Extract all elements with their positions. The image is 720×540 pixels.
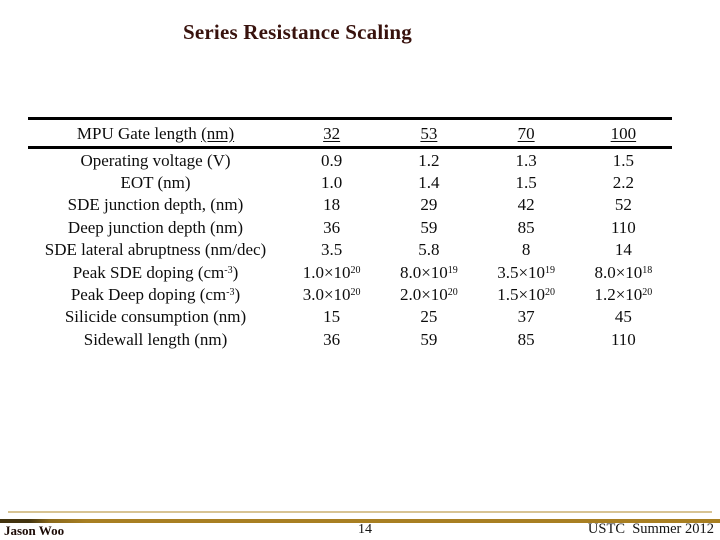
cell-value: 0.9 (321, 150, 343, 170)
series-resistance-scaling-table: MPU Gate length (nm) 32 53 70 100 Operating v… (28, 117, 672, 351)
slide-title: Series Resistance Scaling (183, 20, 412, 44)
cell-value: 85 (517, 217, 535, 237)
cell-value: 1.5×1020 (497, 285, 556, 305)
cell-value: 1.3 (515, 150, 537, 170)
cell-value: 3.5 (321, 240, 343, 260)
cell-value: 100 (610, 123, 637, 143)
cell-value: 2.0×1020 (399, 285, 458, 305)
cell-value: 1.2 (418, 150, 440, 170)
cell-value: 52 (614, 195, 632, 215)
cell-value: 3.5×1019 (497, 262, 556, 282)
footer-gold-rule (0, 519, 720, 523)
table-row: Sidewall length (nm) 36 59 85 110 (28, 328, 672, 350)
cell-value: 59 (420, 217, 438, 237)
cell-value: 2.2 (612, 173, 634, 193)
row-label: EOT (nm) (120, 173, 191, 193)
row-label: SDE junction depth, (nm) (67, 195, 244, 215)
cell-value: 59 (420, 329, 438, 349)
row-label: Operating voltage (V) (80, 150, 231, 170)
row-label: Peak SDE doping (cm-3) (72, 262, 239, 282)
cell-value: 37 (517, 307, 535, 327)
row-label: Deep junction depth (nm) (67, 217, 244, 237)
cell-value: 1.0 (321, 173, 343, 193)
cell-value: 8.0×1019 (399, 262, 458, 282)
row-label: Peak Deep doping (cm-3) (70, 285, 241, 305)
table-row: Deep junction depth (nm) 36 59 85 110 (28, 216, 672, 238)
cell-value: 36 (323, 217, 341, 237)
table-header-row: MPU Gate length (nm) 32 53 70 100 (28, 120, 672, 149)
cell-value: 85 (517, 329, 535, 349)
row-label: MPU Gate length (nm) (76, 123, 235, 143)
table-row: SDE lateral abruptness (nm/dec) 3.5 5.8 8 14 (28, 239, 672, 261)
cell-value: 1.5 (515, 173, 537, 193)
cell-value: 3.0×1020 (302, 285, 361, 305)
table-row: Operating voltage (V) 0.9 1.2 1.3 1.5 (28, 149, 672, 171)
cell-value: 1.2×1020 (594, 285, 653, 305)
cell-value: 25 (420, 307, 438, 327)
cell-value: 29 (420, 195, 438, 215)
cell-value: 1.5 (612, 150, 634, 170)
table-row: SDE junction depth, (nm) 18 29 42 52 (28, 194, 672, 216)
table-row: Silicide consumption (nm) 15 25 37 45 (28, 306, 672, 328)
cell-value: 42 (517, 195, 535, 215)
cell-value: 32 (323, 123, 341, 143)
cell-value: 5.8 (418, 240, 440, 260)
cell-value: 15 (323, 307, 341, 327)
cell-value: 14 (614, 240, 632, 260)
row-label: Silicide consumption (nm) (64, 307, 247, 327)
cell-value: 36 (323, 329, 341, 349)
footer-author-name: Jason Woo (4, 523, 65, 538)
footer-thin-rule (8, 511, 712, 513)
cell-value: 70 (517, 123, 535, 143)
row-label: Sidewall length (nm) (83, 329, 228, 349)
cell-value: 8.0×1018 (594, 262, 653, 282)
row-label: SDE lateral abruptness (nm/dec) (44, 240, 267, 260)
cell-value: 18 (323, 195, 341, 215)
table-row: Peak Deep doping (cm-3) 3.0×1020 2.0×1020 1… (28, 283, 672, 305)
cell-value: 53 (420, 123, 438, 143)
page-number: 14 (358, 522, 372, 537)
cell-value: 8 (521, 240, 531, 260)
footer-course-info: USTC Summer 2012 (587, 521, 714, 537)
table-row: Peak SDE doping (cm-3) 1.0×1020 8.0×1019 3.… (28, 261, 672, 283)
cell-value: 1.4 (418, 173, 440, 193)
cell-value: 110 (610, 217, 636, 237)
cell-value: 45 (614, 307, 632, 327)
table-row: EOT (nm) 1.0 1.4 1.5 2.2 (28, 171, 672, 193)
cell-value: 1.0×1020 (302, 262, 361, 282)
cell-value: 110 (610, 329, 636, 349)
